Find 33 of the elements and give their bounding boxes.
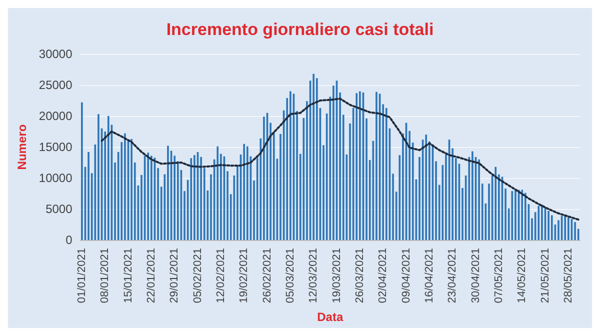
y-tick-label: 30000 xyxy=(38,47,73,61)
x-tick-label: 05/02/2021 xyxy=(192,248,204,304)
chart-title: Incremento giornaliero casi totali xyxy=(166,20,434,39)
x-tick-label: 16/04/2021 xyxy=(423,248,436,304)
x-tick-label: 23/04/2021 xyxy=(446,248,459,304)
x-tick-label: 12/03/2021 xyxy=(308,248,320,304)
x-tick-label: 15/01/2021 xyxy=(122,248,134,304)
y-tick-label: 10000 xyxy=(38,171,73,186)
y-tick-label: 5000 xyxy=(46,202,73,216)
x-tick-label: 26/02/2021 xyxy=(261,248,274,304)
x-tick-label: 01/01/2021 xyxy=(76,248,88,304)
x-tick-label: 09/04/2021 xyxy=(400,248,412,304)
y-tick-label: 20000 xyxy=(38,109,73,124)
x-tick-label: 19/03/2021 xyxy=(330,248,343,304)
x-tick-label: 30/04/2021 xyxy=(470,248,482,304)
x-axis-title: Data xyxy=(317,310,344,324)
x-tick-label: 26/03/2021 xyxy=(354,248,366,304)
y-tick-label: 15000 xyxy=(38,140,73,154)
y-axis-title: Numero xyxy=(15,124,29,170)
x-tick-label: 19/02/2021 xyxy=(238,248,250,304)
y-tick-label: 0 xyxy=(66,233,73,248)
x-tick-label: 12/02/2021 xyxy=(214,248,227,304)
x-tick-label: 07/05/2021 xyxy=(492,248,505,304)
x-tick-label: 05/03/2021 xyxy=(284,248,296,304)
x-tick-label: 08/01/2021 xyxy=(99,248,112,304)
x-tick-label: 02/04/2021 xyxy=(377,248,390,304)
x-tick-label: 21/05/2021 xyxy=(539,248,552,304)
line-series xyxy=(100,98,580,221)
x-tick-label: 29/01/2021 xyxy=(168,248,181,304)
y-tick-label: 25000 xyxy=(38,78,73,92)
x-tick-label: 14/05/2021 xyxy=(516,248,528,304)
x-tick-label: 22/01/2021 xyxy=(145,248,158,304)
x-tick-label: 28/05/2021 xyxy=(562,248,574,304)
